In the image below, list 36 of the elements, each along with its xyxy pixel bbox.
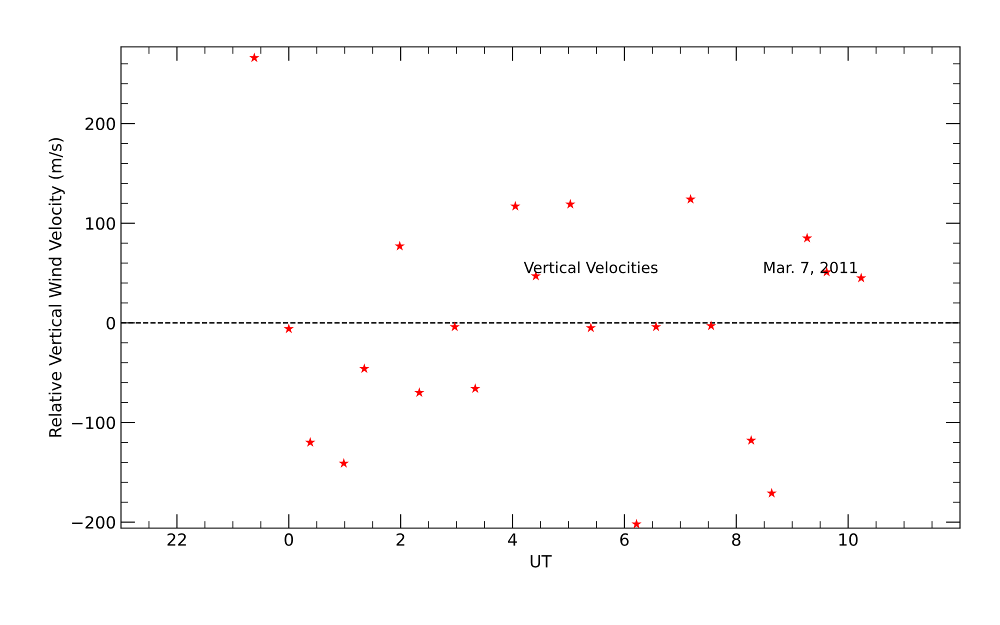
point: [746, 435, 756, 445]
x-tick-label: 6: [620, 533, 629, 546]
point: [510, 200, 520, 211]
y-tick-label: −100: [72, 416, 116, 430]
x-axis-title: UT: [530, 555, 552, 568]
point: [450, 321, 460, 332]
y-axis-title: Relative Vertical Wind Velocity (m/s): [48, 138, 65, 437]
x-tick-label: 4: [508, 534, 517, 546]
point: [305, 437, 316, 447]
y-tick-label: 0: [106, 316, 116, 330]
x-tick-label: 8: [732, 533, 740, 546]
annotation: Mar. 7, 2011: [764, 262, 857, 275]
point: [685, 194, 696, 204]
point: [631, 518, 642, 528]
x-tick-label: 0: [284, 533, 293, 546]
point: [249, 52, 260, 62]
x-tick-label: 22: [168, 533, 186, 546]
point: [470, 383, 480, 393]
point: [650, 321, 662, 332]
y-tick-label: −200: [72, 516, 116, 529]
point: [565, 198, 576, 209]
point: [856, 272, 866, 282]
point: [586, 322, 596, 332]
point: [394, 240, 405, 250]
point: [359, 363, 370, 374]
x-tick-label: 2: [396, 533, 404, 546]
point: [338, 458, 349, 468]
point: [766, 488, 777, 498]
point: [414, 387, 424, 397]
x-tick-label: 10: [839, 533, 858, 546]
point: [706, 320, 716, 330]
y-tick-label: 200: [86, 118, 116, 130]
point: [284, 323, 294, 334]
annotation: Vertical Velocities: [524, 261, 658, 274]
y-tick-label: 100: [86, 217, 116, 230]
point: [802, 232, 812, 243]
